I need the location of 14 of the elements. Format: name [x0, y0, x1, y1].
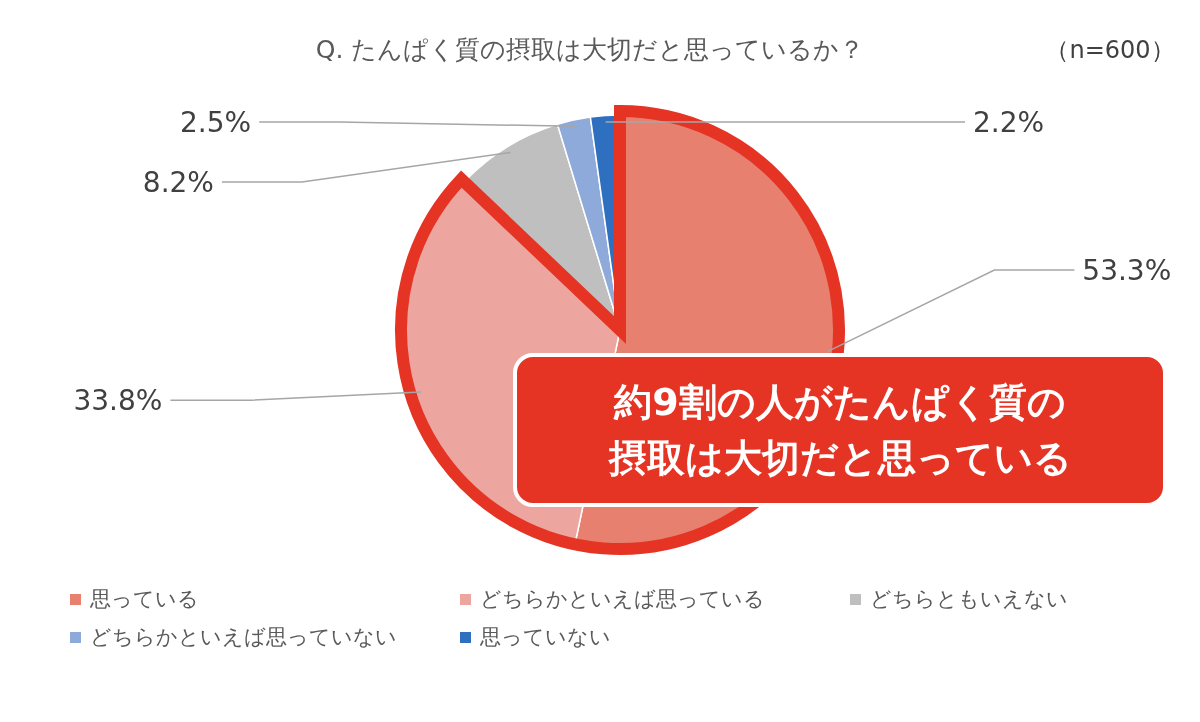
text: 約9割の人がたんぱく質の [613, 380, 1066, 424]
chart-title: Q. たんぱく質の摂取は大切だと思っているか？ [315, 35, 865, 64]
data-label: 2.5% [180, 106, 252, 139]
legend-label: どちらともいえない [870, 587, 1068, 611]
text: 摂取は大切だと思っている [607, 436, 1072, 480]
data-label: 8.2% [142, 166, 214, 199]
data-label: 53.3% [1082, 254, 1172, 287]
text: （n=600） [1045, 36, 1175, 64]
legend-label: どちらかといえば思っていない [90, 625, 397, 649]
data-label: 2.2% [973, 106, 1045, 139]
legend-label: 思っていない [479, 625, 611, 649]
data-label: 33.8% [73, 384, 163, 418]
legend-label: どちらかといえば思っている [480, 587, 765, 611]
legend-label: 思っている [89, 587, 199, 611]
